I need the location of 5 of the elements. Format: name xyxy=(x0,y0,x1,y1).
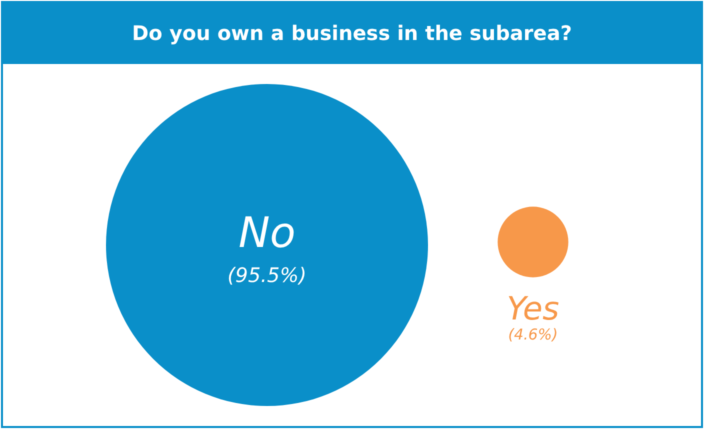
text: Do you own a business in the subarea? xyxy=(132,21,572,45)
category-label: No xyxy=(238,208,296,257)
data-label: (4.6%) xyxy=(508,325,558,344)
category-label: Yes xyxy=(506,289,560,328)
data-label: (95.5%) xyxy=(227,263,307,287)
